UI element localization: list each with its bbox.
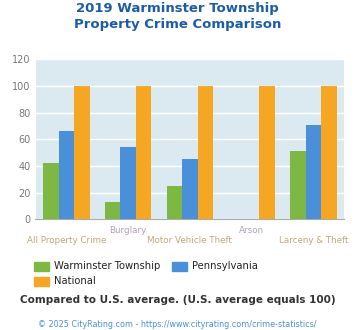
Bar — [182, 159, 198, 219]
Text: Larceny & Theft: Larceny & Theft — [279, 236, 348, 245]
Text: All Property Crime: All Property Crime — [27, 236, 106, 245]
Text: 2019 Warminster Township
Property Crime Comparison: 2019 Warminster Township Property Crime … — [74, 2, 281, 31]
Bar — [120, 148, 136, 219]
Bar — [136, 86, 151, 219]
Bar — [167, 186, 182, 219]
Text: Compared to U.S. average. (U.S. average equals 100): Compared to U.S. average. (U.S. average … — [20, 295, 335, 305]
Text: Arson: Arson — [239, 226, 264, 235]
Bar — [43, 163, 59, 219]
Bar — [198, 86, 213, 219]
Bar — [321, 86, 337, 219]
Text: Motor Vehicle Theft: Motor Vehicle Theft — [147, 236, 233, 245]
Bar — [59, 131, 74, 219]
Text: © 2025 CityRating.com - https://www.cityrating.com/crime-statistics/: © 2025 CityRating.com - https://www.city… — [38, 320, 317, 329]
Bar — [74, 86, 89, 219]
Bar — [260, 86, 275, 219]
Legend: Warminster Township, National, Pennsylvania: Warminster Township, National, Pennsylva… — [30, 257, 262, 290]
Bar — [105, 202, 120, 219]
Text: Burglary: Burglary — [110, 226, 147, 235]
Bar — [290, 151, 306, 219]
Bar — [306, 125, 321, 219]
